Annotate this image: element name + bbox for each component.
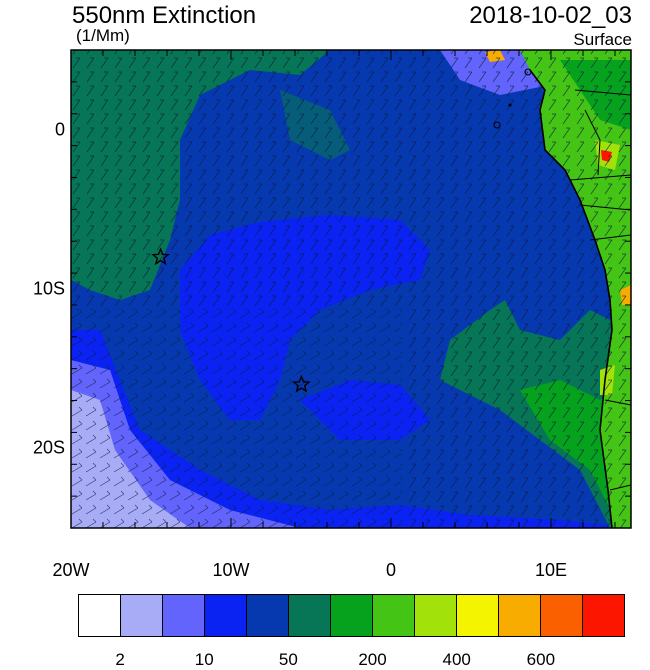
wind-barbs-north [71, 50, 401, 310]
colorbar-swatch [583, 595, 624, 636]
island [524, 68, 532, 76]
colorbar-swatch [79, 595, 121, 636]
wind-barbs-east [401, 50, 631, 528]
extinction-map [70, 49, 632, 529]
country-borders [569, 89, 631, 491]
colorbar-swatch [457, 595, 499, 636]
level-label: Surface [573, 30, 632, 49]
x-tick-label: 10E [534, 560, 568, 580]
colorbar-swatch [121, 595, 163, 636]
wind-barbs-south [71, 310, 401, 528]
colorbar-swatch [373, 595, 415, 636]
coastline [529, 69, 613, 528]
colorbar-label: 2 [115, 650, 125, 669]
colorbar-swatch [163, 595, 205, 636]
units-label: (1/Mm) [76, 26, 130, 45]
colorbar-swatch [247, 595, 289, 636]
colorbar-label: 200 [358, 650, 387, 669]
map-title: 550nm Extinction [72, 2, 257, 29]
colorbar-swatch [415, 595, 457, 636]
colorbar-swatch [499, 595, 541, 636]
x-tick-label: 20W [52, 560, 90, 580]
colorbar-swatch [289, 595, 331, 636]
y-tick-label: 0 [54, 119, 65, 140]
island [493, 121, 501, 129]
star-marker [291, 374, 311, 393]
colorbar-label: 600 [526, 650, 556, 669]
star-marker [151, 247, 171, 266]
map-plot-area [71, 50, 631, 528]
axis-ticks [70, 49, 631, 529]
colorbar-swatch [541, 595, 583, 636]
island [508, 103, 512, 107]
site-markers [151, 247, 311, 393]
colorbar-label: 400 [442, 650, 471, 669]
y-tick-label: 10S [32, 278, 65, 299]
y-tick-label: 20S [32, 437, 65, 458]
colorbar [78, 594, 625, 637]
x-tick-label: 10W [212, 560, 250, 580]
plot-frame [70, 49, 632, 529]
datetime-label: 2018-10-02_03 [469, 2, 632, 29]
colorbar-label: 50 [278, 650, 298, 669]
x-tick-label: 0 [385, 560, 397, 580]
colorbar-swatch [331, 595, 373, 636]
colorbar-label: 10 [194, 650, 214, 669]
colorbar-swatch [205, 595, 247, 636]
